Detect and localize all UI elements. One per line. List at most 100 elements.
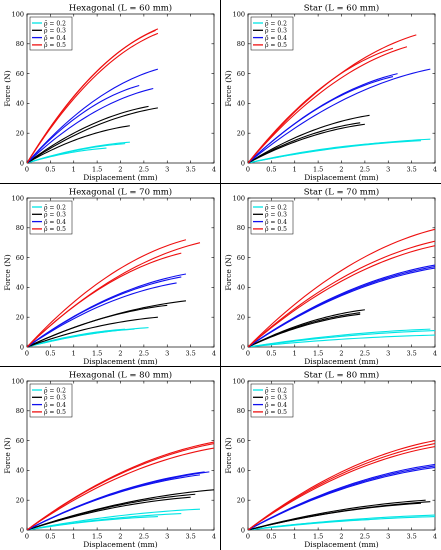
x-tick-label: 4	[433, 350, 437, 358]
curves	[248, 34, 431, 163]
series-line-rho-3	[248, 114, 370, 163]
chart-title: Star (L = 80 mm)	[304, 370, 380, 381]
series-line-rho-2	[248, 334, 435, 347]
series-line-rho-5	[248, 440, 435, 530]
legend-label: ρ̄ = 0.4	[265, 402, 287, 409]
y-axis-label: Force (N)	[224, 437, 233, 473]
series-line-rho-2	[248, 514, 435, 530]
x-tick-label: 4	[433, 166, 437, 174]
y-tick-label: 80	[237, 40, 245, 48]
series-line-rho-3	[27, 105, 149, 163]
legend-label: ρ̄ = 0.4	[44, 402, 66, 409]
x-axis-label: Displacement (mm)	[83, 173, 157, 182]
y-axis-label: Force (N)	[3, 254, 12, 290]
y-tick-label: 40	[237, 284, 245, 292]
series-line-rho-4	[27, 68, 159, 163]
y-tick-label: 80	[237, 407, 245, 415]
x-tick-label: 2	[118, 350, 122, 358]
x-tick-label: 2.5	[360, 533, 370, 541]
series-line-rho-5	[248, 228, 435, 347]
x-tick-label: 2.5	[360, 166, 370, 174]
x-tick-label: 1	[72, 350, 76, 358]
series-line-rho-5	[27, 441, 214, 530]
curves	[27, 239, 201, 347]
y-tick-label: 100	[12, 10, 24, 18]
y-tick-label: 100	[233, 10, 245, 18]
x-tick-label: 4	[212, 533, 216, 541]
series-line-rho-4	[27, 471, 210, 530]
x-tick-label: 3.5	[185, 350, 195, 358]
legend-label: ρ̄ = 0.3	[44, 212, 66, 219]
x-tick-label: 3	[165, 166, 169, 174]
legend-label: ρ̄ = 0.2	[44, 20, 66, 27]
series-line-rho-5	[27, 28, 159, 163]
series-line-rho-4	[248, 463, 435, 530]
legend-label: ρ̄ = 0.4	[265, 219, 287, 226]
x-tick-label: 0.5	[45, 166, 55, 174]
x-tick-label: 0.5	[45, 350, 55, 358]
x-tick-label: 0.5	[266, 533, 276, 541]
chart-title: Star (L = 70 mm)	[304, 187, 380, 198]
vertical-divider	[220, 0, 221, 550]
x-tick-label: 1.5	[92, 350, 102, 358]
y-tick-label: 60	[237, 254, 245, 262]
curves	[27, 28, 159, 163]
y-tick-label: 40	[16, 100, 24, 108]
x-tick-label: 3.5	[185, 166, 195, 174]
x-tick-label: 4	[212, 350, 216, 358]
series-line-rho-4	[27, 87, 154, 163]
x-tick-label: 4	[433, 533, 437, 541]
x-tick-label: 3	[165, 533, 169, 541]
x-tick-label: 2	[339, 350, 343, 358]
legend-label: ρ̄ = 0.3	[44, 395, 66, 402]
x-tick-label: 1.5	[313, 166, 323, 174]
legend-label: ρ̄ = 0.4	[44, 219, 66, 226]
x-tick-label: 1.5	[92, 533, 102, 541]
series-line-rho-5	[248, 443, 435, 530]
y-tick-label: 0	[20, 159, 24, 167]
curves	[27, 441, 214, 530]
series-line-rho-3	[248, 309, 365, 347]
x-tick-label: 0.5	[45, 533, 55, 541]
x-tick-label: 1	[72, 166, 76, 174]
series-line-rho-5	[248, 240, 435, 347]
series-line-rho-2	[27, 508, 200, 530]
series-line-rho-2	[27, 513, 182, 530]
series-line-rho-2	[27, 327, 149, 347]
legend-label: ρ̄ = 0.3	[265, 395, 287, 402]
legend-label: ρ̄ = 0.5	[44, 226, 66, 233]
x-tick-label: 1.5	[92, 166, 102, 174]
y-tick-label: 0	[20, 526, 24, 534]
series-line-rho-3	[248, 499, 426, 530]
curves	[248, 440, 435, 530]
y-tick-label: 60	[237, 437, 245, 445]
x-tick-label: 1	[293, 166, 297, 174]
chart-panel: Star (L = 80 mm)0 0.5 1 1.5 2 2.5 3 3.5 40204060…	[224, 370, 437, 550]
y-axis-label: Force (N)	[3, 437, 12, 473]
series-line-rho-2	[248, 140, 421, 163]
x-axis-label: Displacement (mm)	[304, 173, 378, 182]
x-tick-label: 2.5	[139, 166, 149, 174]
x-tick-label: 1	[293, 350, 297, 358]
x-tick-label: 2.5	[139, 533, 149, 541]
x-tick-label: 0	[25, 166, 29, 174]
series-line-rho-3	[27, 125, 130, 163]
y-tick-label: 60	[237, 70, 245, 78]
series-line-rho-3	[27, 316, 158, 347]
x-tick-label: 0.5	[266, 166, 276, 174]
series-line-rho-3	[248, 123, 365, 163]
y-tick-label: 60	[16, 254, 24, 262]
legend-label: ρ̄ = 0.2	[44, 204, 66, 211]
legend-label: ρ̄ = 0.5	[265, 42, 287, 49]
y-tick-label: 40	[237, 100, 245, 108]
legend-label: ρ̄ = 0.5	[265, 226, 287, 233]
legend-label: ρ̄ = 0.2	[265, 20, 287, 27]
chart-panel: Hexagonal (L = 70 mm)0 0.5 1 1.5 2 2.5 3 3.5 402…	[3, 187, 216, 367]
x-tick-label: 3.5	[185, 533, 195, 541]
y-tick-label: 60	[16, 70, 24, 78]
series-line-rho-2	[27, 141, 130, 163]
y-tick-label: 80	[16, 224, 24, 232]
chart-panel: Star (L = 70 mm)0 0.5 1 1.5 2 2.5 3 3.5 40204060…	[224, 187, 437, 367]
series-line-rho-5	[27, 447, 214, 530]
y-tick-label: 100	[233, 194, 245, 202]
